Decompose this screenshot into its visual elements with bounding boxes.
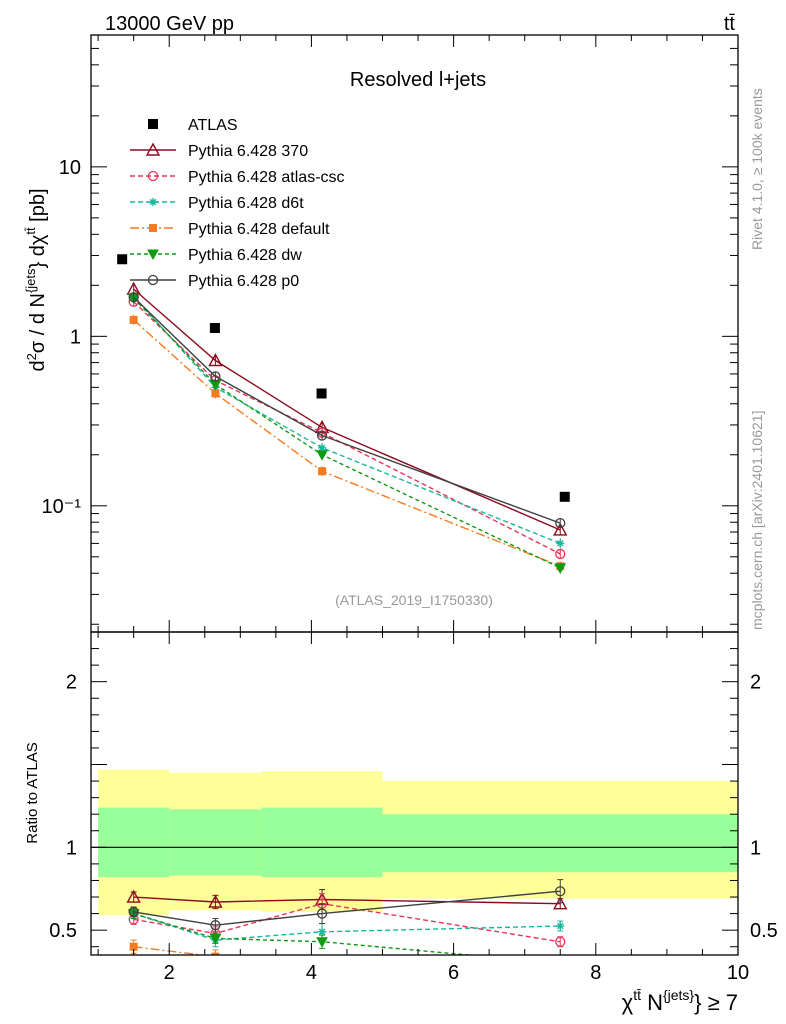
series-point [554, 563, 567, 574]
series-line [133, 301, 561, 555]
ratio-point [128, 906, 139, 918]
series-point [318, 443, 327, 452]
x-tick-label: 10 [727, 962, 749, 984]
ratio-point [555, 936, 566, 947]
legend-label-atlas: ATLAS [188, 117, 238, 134]
uncertainty-band-green [98, 807, 170, 878]
atlas-data-point [117, 254, 128, 265]
series-point [210, 371, 221, 382]
legend-marker [149, 198, 157, 206]
series-point [128, 292, 139, 303]
mcplots-note: mcplots.cern.ch [arXiv:2401.10621] [749, 411, 765, 630]
ratio-point [318, 927, 327, 936]
y-tick-label-main: 10⁻¹ [42, 496, 82, 518]
y-tick-label-ratio: 2 [66, 672, 77, 694]
atlas-data-point [209, 322, 220, 333]
y-tick-label-ratio-right: 2 [750, 672, 761, 694]
series-point [209, 379, 222, 391]
series-line [133, 297, 561, 569]
legend-marker [147, 274, 159, 286]
ratio-frame [90, 631, 739, 956]
reference-label: (ATLAS_2019_I1750330) [335, 592, 493, 608]
y-tick-label-ratio-right: 0.5 [750, 920, 778, 942]
ratio-point [211, 952, 220, 955]
series-point [556, 539, 565, 548]
x-tick-label: 8 [590, 962, 601, 984]
legend-marker [147, 249, 159, 261]
atlas-data-point [559, 491, 570, 502]
ratio-line [133, 890, 561, 926]
ratio-point [556, 964, 564, 972]
x-tick-label: 6 [448, 962, 459, 984]
y-tick-label-ratio: 1 [66, 837, 77, 859]
legend-label: Pythia 6.428 atlas-csc [188, 169, 345, 186]
y-tick-label-main: 10 [59, 157, 81, 179]
ratio-panel: 2 4 6 8 100.5 0.51 12 2 [49, 631, 778, 984]
ratio-point [316, 937, 328, 948]
atlas-data-point [316, 388, 327, 399]
x-axis-label: χtt̄ N{jets}} ≥ 7 [622, 987, 738, 1015]
series-point [129, 315, 138, 324]
series-point [208, 353, 223, 367]
ratio-line [133, 946, 208, 955]
y-axis-label-ratio: Ratio to ATLAS [24, 742, 41, 843]
uncertainty-band-green [382, 814, 738, 873]
x-tick-label: 2 [164, 962, 175, 984]
ratio-point [129, 942, 138, 951]
process-label: tt̄ [724, 13, 736, 35]
uncertainty-band-green [169, 809, 262, 876]
series-point [318, 467, 327, 476]
legend-label: Pythia 6.428 370 [188, 143, 308, 160]
y-axis-label-main: d2σ / d N{jets} dχtt̄ [pb] [23, 188, 49, 371]
legend-marker [145, 142, 161, 156]
series-point [316, 450, 328, 461]
ratio-point [555, 886, 566, 897]
legend-marker-atlas [148, 119, 158, 129]
series-point [555, 548, 566, 560]
legend-marker [147, 170, 159, 182]
legend: ATLAS Pythia 6.428 370 Pythia 6.428 atlas-… [130, 117, 345, 290]
legend-label: Pythia 6.428 d6t [188, 195, 304, 212]
legend-marker [149, 224, 157, 232]
y-tick-label-main: 1 [70, 326, 81, 348]
ratio-line [133, 896, 561, 905]
energy-label: 13000 GeV pp [105, 13, 234, 35]
series-line [133, 288, 561, 531]
ratio-point [126, 889, 141, 903]
legend-label: Pythia 6.428 dw [188, 247, 302, 264]
series-point [553, 522, 568, 536]
svg-text:χtt̄ N{jets}} ≥ 7: χtt̄ N{jets}} ≥ 7 [622, 987, 738, 1015]
ratio-point [555, 959, 565, 968]
ratio-point [318, 963, 326, 971]
ratio-point [556, 922, 565, 931]
chart-title: Resolved l+jets [350, 69, 486, 91]
legend-label: Pythia 6.428 default [188, 221, 330, 238]
y-tick-label-ratio-right: 1 [750, 837, 761, 859]
uncertainty-band-green [261, 807, 383, 878]
series-point [316, 430, 328, 441]
x-tick-label: 4 [306, 962, 317, 984]
ratio-line [133, 912, 561, 941]
legend-label: Pythia 6.428 p0 [188, 273, 299, 290]
ratio-point [208, 894, 223, 908]
ratio-line [133, 912, 477, 955]
ratio-point [210, 920, 221, 931]
ratio-point [209, 933, 222, 945]
ratio-point [316, 908, 328, 919]
main-panel: 10⁻¹ 1 10 Resolved l+jets (ATLAS_2019_I175… [42, 34, 739, 633]
svg-text:d2σ / d N{jets} dχtt̄ [pb]: d2σ / d N{jets} dχtt̄ [pb] [23, 188, 49, 371]
y-tick-label-ratio: 0.5 [49, 920, 77, 942]
series-line [133, 295, 561, 545]
series-line [133, 319, 561, 567]
rivet-note: Rivet 4.1.0, ≥ 100k events [749, 88, 765, 250]
series-point [211, 389, 220, 398]
series-line [133, 296, 561, 524]
series-point [555, 517, 566, 529]
